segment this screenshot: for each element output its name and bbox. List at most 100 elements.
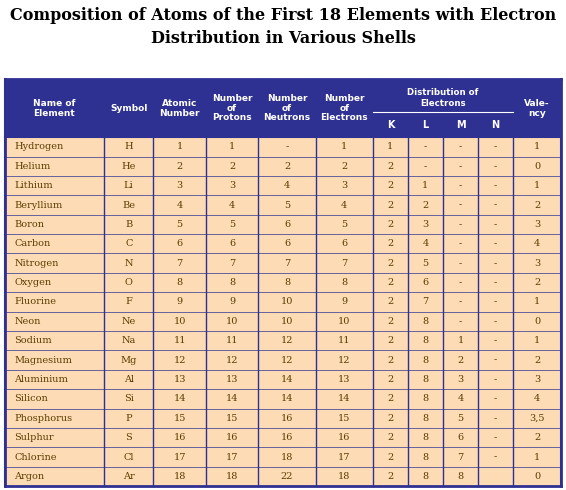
Text: 6: 6 — [229, 239, 235, 248]
Text: 2: 2 — [534, 433, 541, 442]
Text: 8: 8 — [422, 336, 428, 345]
Text: Nitrogen: Nitrogen — [15, 259, 59, 268]
Text: 9: 9 — [229, 297, 235, 306]
Text: 5: 5 — [457, 414, 464, 423]
Text: 15: 15 — [173, 414, 186, 423]
Text: 16: 16 — [338, 433, 350, 442]
Text: 16: 16 — [173, 433, 186, 442]
Text: 12: 12 — [173, 356, 186, 365]
Text: 2: 2 — [387, 297, 393, 306]
Text: 18: 18 — [281, 452, 293, 462]
Text: 2: 2 — [457, 356, 464, 365]
Text: 0: 0 — [534, 162, 541, 171]
Text: 4: 4 — [534, 239, 541, 248]
Text: 8: 8 — [422, 356, 428, 365]
Text: -: - — [494, 336, 497, 345]
Text: -: - — [494, 297, 497, 306]
Text: 7: 7 — [284, 259, 290, 268]
Text: Neon: Neon — [15, 317, 41, 326]
Text: Helium: Helium — [15, 162, 51, 171]
Text: -: - — [459, 181, 462, 190]
Text: 8: 8 — [341, 278, 348, 287]
Text: 5: 5 — [341, 220, 348, 229]
Text: 3: 3 — [534, 375, 541, 384]
Bar — [5, 409, 561, 428]
Text: 8: 8 — [177, 278, 183, 287]
Text: N: N — [491, 120, 500, 130]
Text: 6: 6 — [341, 239, 348, 248]
Text: 3: 3 — [457, 375, 464, 384]
Text: 1: 1 — [534, 181, 541, 190]
Text: 2: 2 — [284, 162, 290, 171]
Text: 1: 1 — [534, 297, 541, 306]
Text: -: - — [494, 200, 497, 210]
Text: 14: 14 — [281, 375, 293, 384]
Text: 11: 11 — [173, 336, 186, 345]
Text: He: He — [122, 162, 136, 171]
Text: Lithium: Lithium — [15, 181, 53, 190]
Text: C: C — [125, 239, 132, 248]
Text: 7: 7 — [457, 452, 464, 462]
Text: Sodium: Sodium — [15, 336, 52, 345]
Text: B: B — [125, 220, 132, 229]
Text: 17: 17 — [338, 452, 350, 462]
Text: 2: 2 — [387, 259, 393, 268]
Text: -: - — [459, 239, 462, 248]
Bar — [5, 196, 561, 215]
Text: 12: 12 — [281, 336, 293, 345]
Text: 10: 10 — [281, 297, 293, 306]
Text: 6: 6 — [457, 433, 464, 442]
Text: 7: 7 — [229, 259, 235, 268]
Text: 2: 2 — [422, 200, 428, 210]
Text: 9: 9 — [177, 297, 183, 306]
Text: 3: 3 — [229, 181, 235, 190]
Text: -: - — [494, 394, 497, 403]
Text: Si: Si — [124, 394, 134, 403]
Bar — [5, 253, 561, 273]
Text: -: - — [494, 181, 497, 190]
Text: M: M — [456, 120, 465, 130]
Text: Argon: Argon — [15, 472, 45, 481]
Text: Vale-
ncy: Vale- ncy — [525, 99, 550, 118]
Text: 16: 16 — [281, 414, 293, 423]
Text: -: - — [494, 452, 497, 462]
Text: Na: Na — [122, 336, 136, 345]
Text: 18: 18 — [226, 472, 238, 481]
Text: Chlorine: Chlorine — [15, 452, 57, 462]
Text: -: - — [459, 259, 462, 268]
Bar — [5, 273, 561, 292]
Text: -: - — [459, 278, 462, 287]
Text: 8: 8 — [422, 317, 428, 326]
Text: L: L — [422, 120, 428, 130]
Text: 1: 1 — [422, 181, 428, 190]
Text: O: O — [125, 278, 132, 287]
Text: Mg: Mg — [121, 356, 137, 365]
Text: -: - — [494, 414, 497, 423]
Text: Sulphur: Sulphur — [15, 433, 54, 442]
Text: -: - — [459, 162, 462, 171]
Text: 10: 10 — [338, 317, 350, 326]
Text: -: - — [494, 220, 497, 229]
Text: 5: 5 — [229, 220, 235, 229]
Text: Beryllium: Beryllium — [15, 200, 63, 210]
Text: Phosphorus: Phosphorus — [15, 414, 72, 423]
Text: 10: 10 — [226, 317, 238, 326]
Text: 1: 1 — [341, 143, 348, 151]
Text: 17: 17 — [226, 452, 238, 462]
Text: Oxygen: Oxygen — [15, 278, 52, 287]
Text: Carbon: Carbon — [15, 239, 51, 248]
Bar — [5, 79, 561, 137]
Text: 15: 15 — [226, 414, 238, 423]
Text: 8: 8 — [422, 452, 428, 462]
Text: 6: 6 — [177, 239, 183, 248]
Text: 8: 8 — [457, 472, 464, 481]
Text: 1: 1 — [534, 452, 541, 462]
Text: 13: 13 — [338, 375, 350, 384]
Text: -: - — [459, 220, 462, 229]
Text: -: - — [424, 143, 427, 151]
Text: 8: 8 — [284, 278, 290, 287]
Text: 2: 2 — [177, 162, 183, 171]
Text: Composition of Atoms of the First 18 Elements with Electron
Distribution in Vari: Composition of Atoms of the First 18 Ele… — [10, 7, 556, 47]
Text: 18: 18 — [173, 472, 186, 481]
Bar — [5, 137, 561, 157]
